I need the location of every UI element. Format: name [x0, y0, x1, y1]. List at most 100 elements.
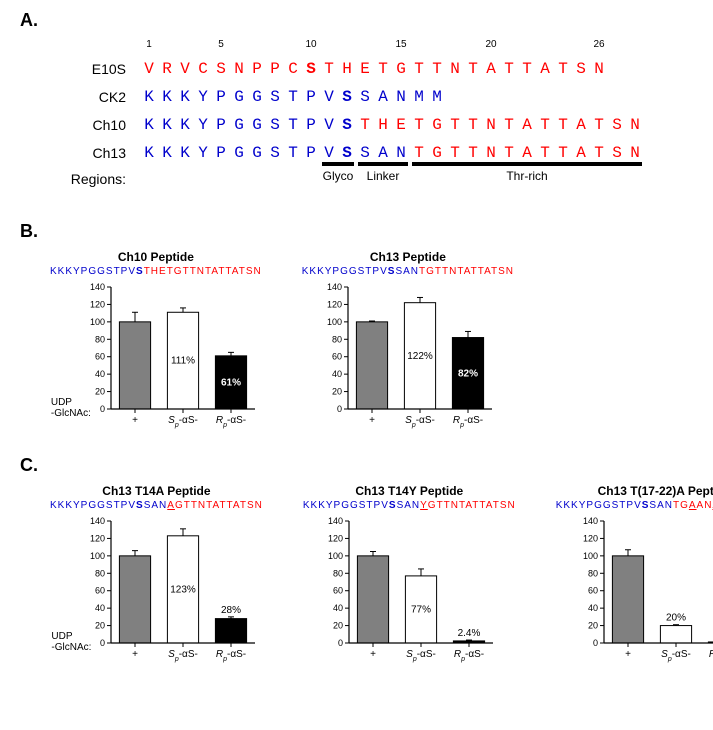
svg-text:120: 120 [90, 533, 105, 543]
panel-a-label: A. [20, 10, 693, 31]
peptide-sequence: KKKYPGGSTPVSSANAGTTNTATTATSN [50, 500, 263, 511]
seq-row: VRVCSNPPCSTHETGTTNTATTATSN [140, 60, 693, 78]
svg-text:100: 100 [583, 551, 598, 561]
chart-title: Ch13 T14A Peptide [102, 484, 210, 498]
svg-text:40: 40 [332, 369, 342, 379]
svg-text:+: + [133, 649, 139, 660]
svg-text:100: 100 [90, 317, 105, 327]
svg-text:100: 100 [328, 551, 343, 561]
bar-chart: 020406080100120140+20%Sp-αS-1.2%Rp-αS- [574, 515, 713, 665]
seq-row: KKKYPGGSTPVSSANMM [140, 88, 693, 106]
svg-text:60: 60 [333, 586, 343, 596]
bar-chart: 020406080100120140+122%Sp-αS-82%Rp-αS- [318, 281, 498, 431]
svg-text:120: 120 [90, 299, 105, 309]
svg-text:80: 80 [95, 334, 105, 344]
panel-c: C. Ch13 T14A PeptideKKKYPGGSTPVSSANAGTTN… [20, 455, 693, 665]
svg-text:+: + [369, 415, 375, 426]
svg-text:120: 120 [328, 533, 343, 543]
svg-text:60: 60 [588, 586, 598, 596]
bar [356, 322, 387, 409]
bar [120, 556, 151, 643]
svg-text:20: 20 [95, 621, 105, 631]
chart-title: Ch13 T14Y Peptide [355, 484, 463, 498]
seq-row-label: Ch13 [50, 145, 140, 161]
seq-row: KKKYPGGSTPVSTHETGTTNTATTATSN [140, 116, 693, 134]
svg-text:140: 140 [327, 282, 342, 292]
svg-text:28%: 28% [221, 605, 241, 616]
svg-text:80: 80 [588, 568, 598, 578]
peptide-sequence: KKKYPGGSTPVSSANTGTTNTATTATSN [302, 266, 514, 277]
svg-text:2.4%: 2.4% [458, 628, 481, 639]
peptide-sequence: KKKYPGGSTPVSSANYGTTNTATTATSN [303, 500, 516, 511]
chart-block: Ch10 Peptide KKKYPGGSTPVSTHETGTTNTATTATSN… [50, 250, 262, 431]
svg-text:40: 40 [588, 603, 598, 613]
bar-chart: 020406080100120140+111%Sp-αS-61%Rp-αS- [81, 281, 261, 431]
seq-row-label: CK2 [50, 89, 140, 105]
svg-text:80: 80 [95, 568, 105, 578]
svg-text:120: 120 [327, 299, 342, 309]
chart-title: Ch10 Peptide [118, 250, 194, 264]
bar [661, 626, 692, 643]
seq-row-label: E10S [50, 61, 140, 77]
panel-b-label: B. [20, 221, 693, 242]
chart-block: Ch13 Peptide KKKYPGGSTPVSSANTGTTNTATTATSN… [302, 250, 514, 431]
panel-a: A. 1510152026 E10SVRVCSNPPCSTHETGTTNTATT… [20, 10, 693, 197]
chart-title: Ch13 T(17-22)A Peptide [598, 484, 713, 498]
svg-text:Sp-αS-: Sp-αS- [169, 649, 199, 663]
svg-text:Thr-rich: Thr-rich [506, 169, 547, 183]
svg-text:140: 140 [90, 516, 105, 526]
svg-text:20%: 20% [666, 613, 686, 624]
svg-text:140: 140 [583, 516, 598, 526]
svg-text:20: 20 [588, 621, 598, 631]
svg-text:Rp-αS-: Rp-αS- [453, 415, 483, 429]
svg-text:Linker: Linker [367, 169, 400, 183]
svg-text:120: 120 [583, 533, 598, 543]
svg-text:0: 0 [100, 404, 105, 414]
chart-block: Ch13 T14Y Peptide KKKYPGGSTPVSSANYGTTNTAT… [303, 484, 516, 665]
svg-text:0: 0 [337, 404, 342, 414]
bar [613, 556, 644, 643]
regions-row: Regions: Glyco Linker Thr-rich [50, 160, 693, 197]
svg-text:60: 60 [332, 352, 342, 362]
peptide-sequence: KKKYPGGSTPVSSANTGAANAAAAATSN [556, 500, 713, 511]
svg-text:Rp-αS-: Rp-αS- [216, 649, 246, 663]
chart-block: Ch13 T(17-22)A Peptide KKKYPGGSTPVSSANTGA… [556, 484, 713, 665]
bar [358, 556, 389, 643]
svg-text:61%: 61% [221, 377, 241, 388]
svg-text:Rp-αS-: Rp-αS- [709, 649, 713, 663]
svg-text:0: 0 [593, 638, 598, 648]
svg-text:Rp-αS-: Rp-αS- [216, 415, 246, 429]
svg-text:60: 60 [95, 586, 105, 596]
svg-text:0: 0 [338, 638, 343, 648]
bar-chart: 020406080100120140+77%Sp-αS-2.4%Rp-αS- [319, 515, 499, 665]
svg-text:80: 80 [332, 334, 342, 344]
svg-text:122%: 122% [407, 351, 433, 362]
regions-diagram: Glyco Linker Thr-rich [140, 162, 644, 192]
svg-text:20: 20 [333, 621, 343, 631]
chart-title: Ch13 Peptide [370, 250, 446, 264]
sequence-table: 1510152026 E10SVRVCSNPPCSTHETGTTNTATTATS… [50, 39, 693, 162]
svg-text:60: 60 [95, 352, 105, 362]
regions-label: Regions: [50, 171, 140, 187]
svg-text:Sp-αS-: Sp-αS- [168, 415, 198, 429]
svg-text:111%: 111% [171, 356, 195, 367]
svg-text:Rp-αS-: Rp-αS- [454, 649, 484, 663]
sequence-number-row: 1510152026 [140, 39, 693, 50]
svg-text:+: + [132, 415, 138, 426]
panel-c-charts: Ch13 T14A Peptide KKKYPGGSTPVSSANAGTTNTAT… [50, 484, 693, 665]
svg-text:20: 20 [95, 387, 105, 397]
svg-text:40: 40 [95, 369, 105, 379]
svg-text:Sp-αS-: Sp-αS- [662, 649, 692, 663]
peptide-sequence: KKKYPGGSTPVSTHETGTTNTATTATSN [50, 266, 262, 277]
figure: A. 1510152026 E10SVRVCSNPPCSTHETGTTNTATT… [0, 0, 713, 685]
bar-chart: 020406080100120140+123%Sp-αS-28%Rp-αS- [81, 515, 261, 665]
svg-text:0: 0 [100, 638, 105, 648]
panel-b: B. Ch10 Peptide KKKYPGGSTPVSTHETGTTNTATTA… [20, 221, 693, 431]
svg-text:Sp-αS-: Sp-αS- [405, 415, 435, 429]
svg-text:80: 80 [333, 568, 343, 578]
seq-row-label: Ch10 [50, 117, 140, 133]
svg-text:123%: 123% [171, 584, 197, 595]
svg-text:Glyco: Glyco [323, 169, 354, 183]
svg-text:140: 140 [328, 516, 343, 526]
svg-text:+: + [625, 649, 631, 660]
